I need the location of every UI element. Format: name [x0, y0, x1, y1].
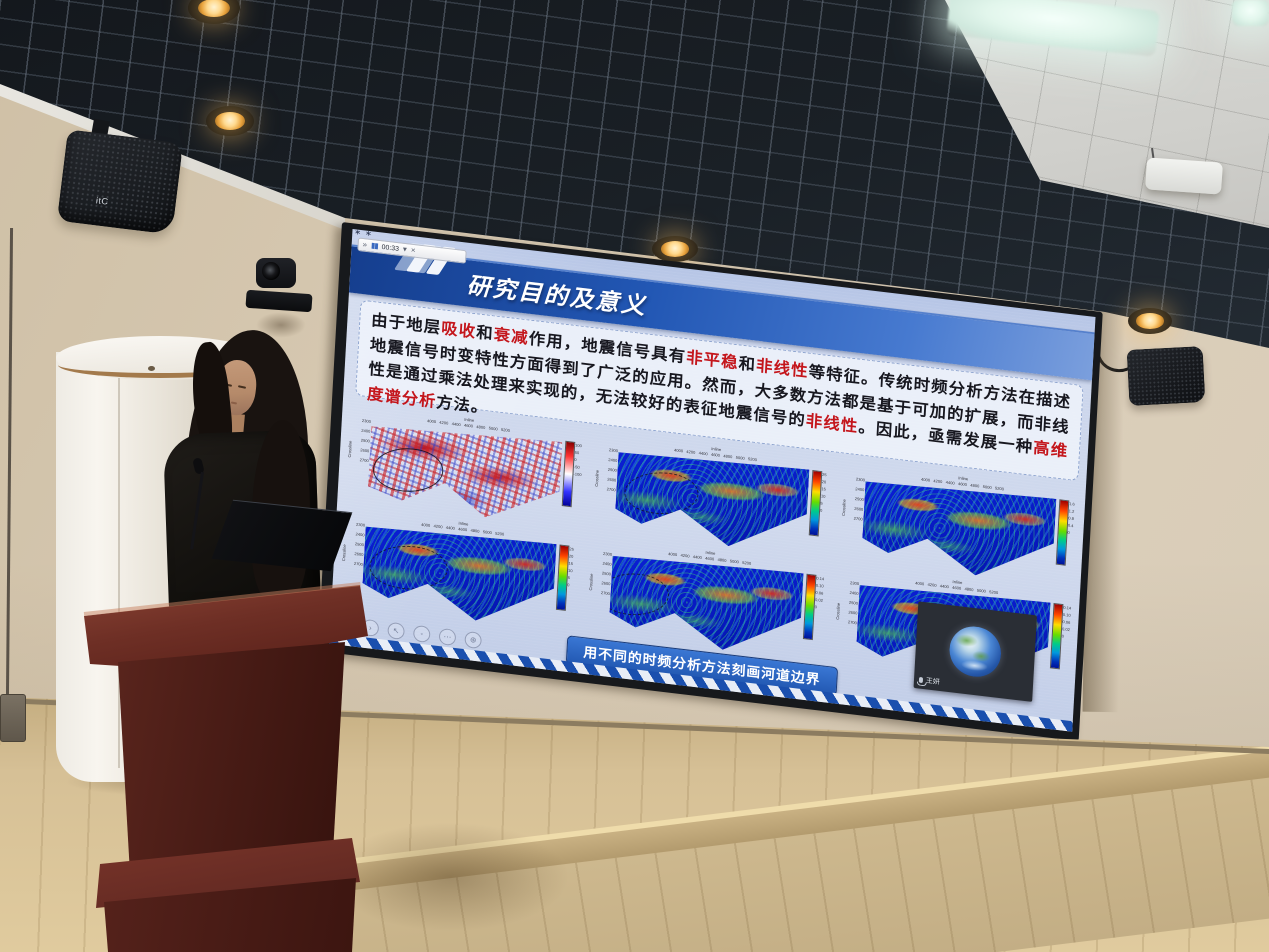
wifi-access-point: [1144, 157, 1224, 195]
y-axis-label: Crossline: [589, 573, 595, 591]
y-axis-ticks: 2300 2400 2500 2600 2700: [359, 419, 371, 464]
earth-avatar: [948, 623, 1003, 680]
screen-corner-marks: ∗ ∗: [354, 229, 374, 239]
y-axis-label: Crossline: [842, 499, 848, 517]
downlight: [1128, 308, 1172, 334]
speaker-brand-label: itC: [95, 195, 110, 207]
pen-tool-button[interactable]: ↖: [387, 621, 405, 641]
podium-body: [118, 642, 345, 874]
wall-speaker-left: [56, 129, 184, 235]
colorbar-ticks: 25 20 15 10 5 0: [819, 473, 827, 514]
more-options-button[interactable]: ⋯: [438, 627, 457, 647]
y-axis-ticks: 2300 2400 2500 2600 2700: [847, 581, 859, 626]
colorbar-ticks: 0.14 0.10 0.06 0.02 0: [1061, 606, 1072, 639]
laser-tool-button[interactable]: ◦: [412, 624, 431, 644]
downlight: [206, 106, 254, 136]
annotation-ellipse: [622, 472, 700, 515]
y-axis-ticks: 2300 2400 2500 2600 2700: [606, 448, 618, 493]
wall-socket: [0, 694, 26, 742]
text-run-highlight: 非线性: [805, 412, 859, 436]
annotation-ellipse: [368, 545, 448, 590]
x-axis-label: Inline: [952, 580, 963, 586]
microphone-icon: [918, 676, 924, 684]
ceiling-light-panel-corner: [1232, 0, 1269, 26]
y-axis-label: Crossline: [342, 544, 348, 562]
ac-unit-seam: [118, 378, 120, 768]
x-axis-label: Inline: [705, 550, 716, 557]
zoom-tool-button[interactable]: ⊕: [464, 630, 482, 650]
x-axis-label: Inline: [458, 521, 469, 527]
annotation-ellipse: [371, 447, 445, 492]
x-axis-label: Inline: [710, 447, 722, 453]
x-axis-label: Inline: [463, 418, 475, 424]
close-icon[interactable]: ×: [410, 245, 416, 255]
y-axis-ticks: 2300 2400 2500 2600 2700: [853, 477, 865, 522]
text-run-highlight: 非平稳: [685, 348, 740, 373]
text-run-highlight: 非线性: [755, 357, 810, 381]
camera-lens-icon: [262, 262, 280, 280]
wall-speaker-right: [1126, 346, 1206, 406]
video-call-overlay[interactable]: 王妍: [913, 601, 1037, 702]
play-icon[interactable]: »: [362, 239, 368, 250]
text-run: 和: [475, 323, 495, 344]
y-axis-label: Crossline: [348, 440, 354, 458]
recording-timer: 00:33: [381, 243, 400, 253]
text-run: 由于地层: [370, 311, 442, 338]
downlight: [652, 236, 698, 262]
y-axis-label: Crossline: [836, 602, 842, 621]
y-axis-ticks: 2300 2400 2500 2600 2700: [600, 552, 612, 597]
y-axis-label: Crossline: [595, 469, 601, 488]
text-run: 和: [738, 355, 757, 375]
participant-name: 王妍: [925, 677, 940, 687]
slide: ∗ ∗ » ▮▮ 00:33 ▾ × 研究目的及意义 由于地层吸收和衰减作用，地…: [329, 229, 1096, 732]
colorbar-ticks: 1.6 1.2 0.8 0.4 0: [1067, 502, 1075, 536]
colorbar-ticks: 100 50 0 -50 -100: [573, 443, 582, 478]
colorbar-ticks: 0.14 0.10 0.06 0.02 0: [814, 576, 825, 610]
x-axis-label: Inline: [957, 476, 969, 482]
podium-floor-shadow: [330, 822, 570, 932]
y-axis-ticks: 2300 2400 2500 2600 2700: [353, 522, 365, 568]
ac-unit-trim-ring: [58, 352, 262, 378]
pause-icon[interactable]: ▮▮: [370, 240, 378, 251]
laptop: [211, 499, 353, 572]
chevron-down-icon[interactable]: ▾: [402, 244, 408, 254]
participant-name-bar: 王妍: [918, 675, 940, 687]
text-run-highlight: 衰减: [493, 326, 530, 348]
ac-unit-logo: [148, 366, 155, 371]
text-run-highlight: 吸收: [440, 319, 477, 342]
led-presentation-screen: ∗ ∗ » ▮▮ 00:33 ▾ × 研究目的及意义 由于地层吸收和衰减作用，地…: [317, 222, 1103, 742]
colorbar-ticks: 25 20 15 10 5 0: [567, 547, 574, 588]
